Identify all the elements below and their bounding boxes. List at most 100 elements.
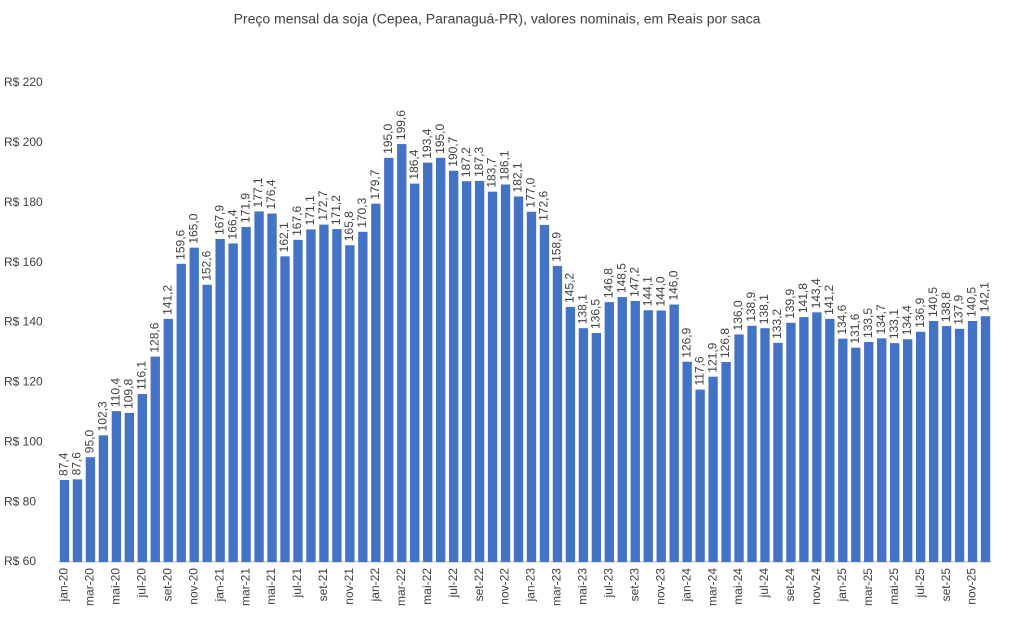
x-tick-label: set-24 bbox=[783, 568, 797, 602]
value-label: 141,2 bbox=[822, 285, 836, 315]
bar bbox=[176, 263, 186, 562]
value-label: 167,9 bbox=[212, 205, 226, 235]
y-tick-label: R$ 80 bbox=[4, 494, 36, 508]
value-label: 167,6 bbox=[290, 206, 304, 236]
value-label: 172,7 bbox=[316, 190, 330, 220]
bar bbox=[461, 181, 472, 562]
x-tick-label: jul-24 bbox=[757, 568, 771, 599]
bar bbox=[682, 361, 692, 562]
x-tick-label: mar-23 bbox=[550, 568, 564, 606]
bar bbox=[423, 162, 433, 563]
bar bbox=[604, 302, 614, 562]
value-label: 136,9 bbox=[913, 297, 927, 327]
value-label: 117,6 bbox=[692, 356, 706, 385]
x-tick-label: jul-21 bbox=[290, 568, 304, 599]
value-label: 137,9 bbox=[952, 294, 966, 324]
chart-title: Preço mensal da soja (Cepea, Paranaguá-P… bbox=[234, 11, 761, 27]
bar bbox=[851, 347, 861, 562]
bar bbox=[267, 213, 277, 562]
value-label: 121,9 bbox=[705, 342, 719, 372]
bar bbox=[903, 339, 913, 562]
value-label: 141,8 bbox=[796, 283, 810, 313]
value-label: 183,7 bbox=[485, 157, 499, 187]
value-label: 162,1 bbox=[277, 222, 291, 252]
value-label: 171,9 bbox=[238, 193, 252, 223]
bar bbox=[760, 328, 770, 562]
bar bbox=[345, 245, 355, 563]
bar bbox=[332, 229, 342, 562]
bar bbox=[552, 265, 563, 562]
bar bbox=[526, 211, 537, 562]
x-tick-label: nov-24 bbox=[809, 568, 823, 605]
x-tick-label: nov-23 bbox=[653, 568, 667, 605]
value-label: 136,0 bbox=[731, 300, 745, 330]
value-label: 126,8 bbox=[718, 328, 732, 358]
value-label: 187,3 bbox=[472, 147, 486, 177]
value-label: 126,9 bbox=[679, 327, 693, 357]
x-tick-label: jul-25 bbox=[913, 568, 927, 599]
bar bbox=[721, 362, 731, 562]
bar bbox=[254, 211, 264, 562]
bar bbox=[630, 300, 640, 562]
value-label: 136,5 bbox=[589, 299, 603, 329]
bar bbox=[410, 183, 420, 562]
value-label: 109,8 bbox=[122, 379, 136, 409]
value-label: 159,6 bbox=[173, 229, 187, 259]
x-tick-label: set-22 bbox=[472, 568, 486, 602]
bar bbox=[59, 479, 70, 562]
bar bbox=[773, 342, 783, 562]
bar bbox=[137, 394, 147, 562]
value-label: 171,2 bbox=[329, 195, 343, 225]
y-tick-label: R$ 100 bbox=[4, 434, 43, 448]
bar bbox=[72, 479, 83, 562]
bar bbox=[578, 328, 589, 562]
x-tick-label: nov-25 bbox=[965, 568, 979, 605]
bar bbox=[85, 457, 96, 562]
y-tick-label: R$ 160 bbox=[4, 255, 43, 269]
bar bbox=[98, 435, 109, 562]
bar bbox=[448, 170, 459, 563]
value-label: 138,9 bbox=[744, 291, 758, 321]
bar bbox=[864, 341, 874, 562]
x-tick-label: mai-23 bbox=[576, 568, 590, 605]
value-label: 177,1 bbox=[251, 177, 265, 207]
value-label: 141,2 bbox=[160, 285, 174, 315]
bar bbox=[111, 411, 122, 562]
value-label: 190,7 bbox=[446, 136, 460, 166]
value-label: 142,1 bbox=[978, 282, 992, 312]
value-label: 116,1 bbox=[134, 361, 148, 390]
x-tick-label: set-20 bbox=[160, 568, 174, 602]
value-label: 128,6 bbox=[147, 322, 161, 352]
x-tick-label: jan-23 bbox=[524, 568, 538, 603]
value-label: 140,5 bbox=[965, 287, 979, 317]
bar bbox=[656, 310, 666, 562]
value-label: 134,7 bbox=[874, 304, 888, 334]
bar bbox=[565, 306, 576, 562]
value-label: 170,3 bbox=[355, 197, 369, 227]
y-tick-label: R$ 120 bbox=[4, 375, 43, 389]
bar bbox=[384, 157, 394, 562]
y-tick-label: R$ 140 bbox=[4, 315, 43, 329]
value-label: 152,6 bbox=[199, 250, 213, 280]
y-tick-label: R$ 220 bbox=[4, 75, 43, 89]
x-tick-label: mai-20 bbox=[109, 568, 123, 605]
bar bbox=[500, 184, 511, 562]
bar bbox=[150, 356, 160, 562]
bar bbox=[319, 224, 329, 562]
bar bbox=[799, 317, 809, 562]
value-label: 133,1 bbox=[887, 309, 901, 339]
bar bbox=[838, 338, 848, 562]
value-label: 144,1 bbox=[640, 276, 654, 306]
bar bbox=[708, 376, 718, 562]
value-label: 165,8 bbox=[342, 211, 356, 241]
value-label: 138,8 bbox=[939, 292, 953, 322]
x-tick-label: jan-21 bbox=[212, 568, 226, 603]
bar bbox=[539, 224, 550, 562]
value-label: 182,1 bbox=[511, 162, 525, 192]
value-label: 133,2 bbox=[770, 309, 784, 339]
x-tick-label: mar-24 bbox=[705, 568, 719, 606]
bar bbox=[215, 238, 225, 563]
bar bbox=[241, 226, 251, 562]
x-tick-label: nov-21 bbox=[342, 568, 356, 605]
value-label: 177,0 bbox=[524, 177, 538, 207]
